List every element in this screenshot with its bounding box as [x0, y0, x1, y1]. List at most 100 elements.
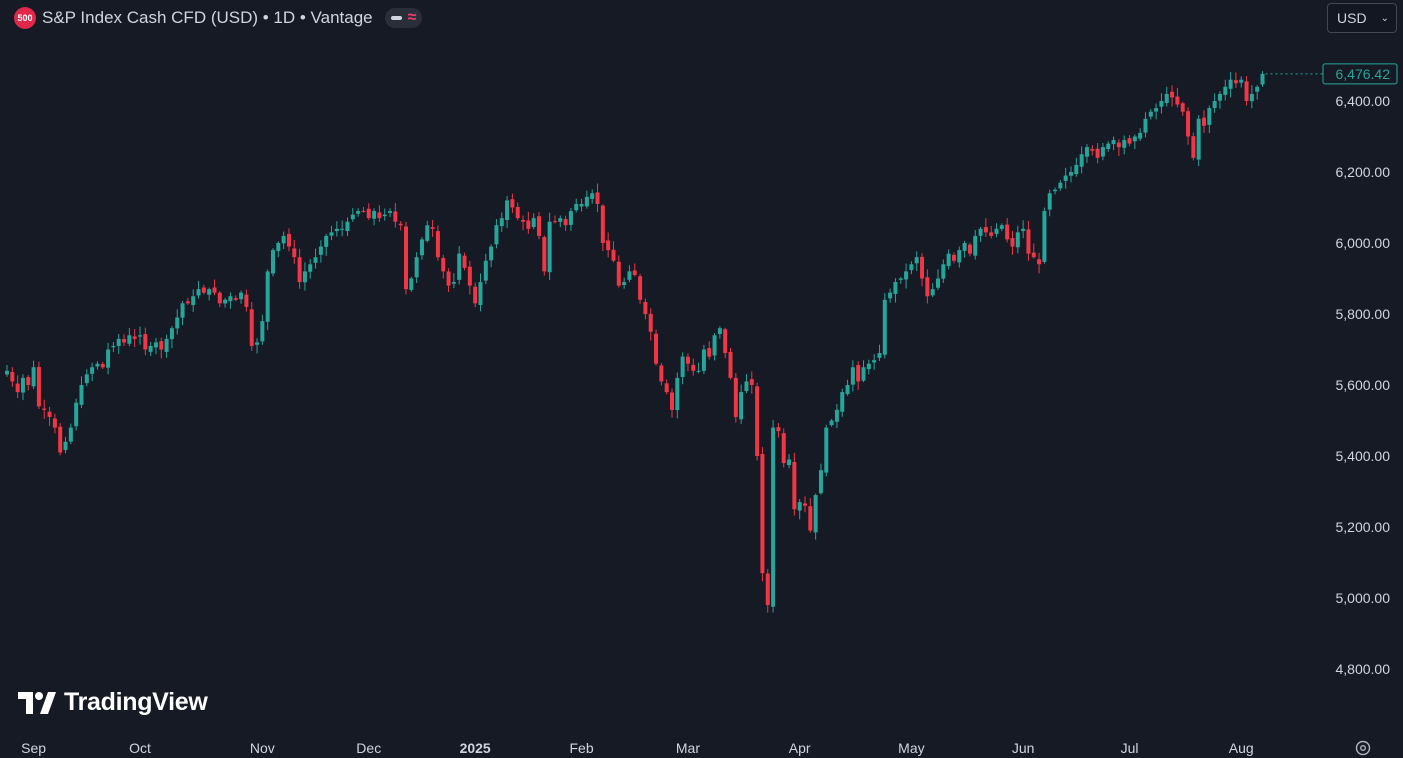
candle-body	[888, 292, 893, 299]
candle	[494, 219, 499, 249]
symbol-title[interactable]: S&P Index Cash CFD (USD) • 1D • Vantage	[42, 8, 373, 27]
candle-body	[68, 427, 73, 442]
candle-body	[1196, 118, 1201, 160]
candle	[760, 447, 765, 582]
candle-body	[632, 270, 637, 275]
candle	[691, 358, 696, 376]
time-tick-label: Mar	[676, 740, 700, 756]
candle-body	[914, 257, 919, 264]
symbol-legend[interactable]: 500 S&P Index Cash CFD (USD) • 1D • Vant…	[14, 6, 423, 30]
candle-body	[606, 240, 611, 251]
candle	[217, 290, 222, 307]
settings-icon[interactable]	[1354, 739, 1372, 757]
candle-body	[856, 365, 861, 382]
candle-body	[733, 377, 738, 417]
candle-body	[106, 349, 111, 368]
candle-body	[271, 250, 275, 274]
candle	[1090, 145, 1095, 156]
time-axis[interactable]: Sep Oct Nov Dec 2025 Feb Mar Apr May Jun Jul Aug	[21, 740, 1254, 756]
approx-wave-icon[interactable]: ≈	[407, 9, 417, 26]
candle	[276, 241, 281, 258]
candle	[574, 198, 579, 213]
candle	[1015, 225, 1020, 254]
candle-body	[983, 227, 988, 233]
candle-body	[356, 211, 361, 214]
candle	[1138, 128, 1143, 141]
candle	[489, 244, 494, 268]
candle-body	[824, 427, 829, 473]
candle	[1154, 103, 1159, 120]
candle	[1047, 189, 1052, 217]
last-price-label: 6,476.42	[1336, 66, 1391, 82]
candle-body	[755, 386, 760, 456]
candle	[281, 231, 286, 249]
candle-body	[1005, 224, 1010, 240]
candle	[1132, 134, 1137, 150]
candle-body	[1148, 111, 1153, 117]
candle	[632, 263, 637, 277]
candle	[467, 260, 472, 295]
candle-body	[717, 328, 722, 335]
candle-body	[1116, 142, 1121, 148]
candle	[499, 212, 504, 232]
candle	[787, 454, 792, 469]
candle-body	[813, 495, 818, 533]
candle-body	[478, 282, 483, 306]
candle-body	[978, 228, 983, 236]
candle	[409, 276, 414, 292]
candle	[116, 334, 121, 354]
candle	[185, 297, 190, 305]
candle-body	[425, 225, 430, 241]
candle	[723, 327, 728, 358]
candle	[1249, 85, 1254, 109]
candle-body	[419, 239, 424, 256]
candle	[749, 371, 754, 394]
candle-body	[1047, 193, 1052, 210]
candle-body	[473, 286, 478, 304]
candle	[531, 213, 536, 230]
candle	[771, 419, 776, 613]
candle-body	[1217, 93, 1222, 101]
candle	[909, 261, 914, 275]
last-price-tag	[1322, 63, 1398, 85]
candle-body	[239, 292, 244, 300]
candle-body	[1138, 132, 1143, 139]
candle	[1228, 72, 1233, 98]
candle-body	[542, 237, 547, 272]
candle-body	[20, 377, 25, 393]
currency-value: USD	[1337, 10, 1367, 26]
minus-icon[interactable]	[390, 16, 402, 20]
candle	[260, 314, 265, 345]
candle	[10, 367, 15, 387]
candle-body	[1207, 108, 1212, 125]
candle	[659, 362, 664, 386]
candle	[1079, 146, 1084, 174]
candle-body	[962, 243, 967, 251]
candle-body	[207, 289, 212, 295]
candle-body	[1042, 211, 1047, 262]
tradingview-logo[interactable]: TradingView	[18, 688, 208, 717]
candle	[882, 293, 887, 359]
candle-body	[84, 374, 89, 384]
candle	[861, 360, 866, 383]
candle-body	[850, 367, 855, 385]
candle-body	[893, 282, 898, 294]
candle-body	[989, 232, 994, 236]
indicator-toggle[interactable]: ≈	[384, 8, 423, 28]
time-tick-label: May	[898, 740, 924, 756]
candle	[606, 232, 611, 258]
candle-body	[175, 317, 180, 329]
candle-body	[957, 250, 962, 263]
candle	[233, 295, 238, 302]
candle	[904, 263, 909, 289]
candle	[1159, 93, 1164, 114]
candle	[95, 361, 100, 370]
candle	[324, 233, 329, 256]
candle-body	[302, 271, 307, 283]
currency-select[interactable]: USD ⌄	[1327, 3, 1397, 33]
candle	[1223, 79, 1228, 101]
candle	[451, 273, 456, 289]
price-axis[interactable]: 4,800.00 5,000.00 5,200.00 5,400.00 5,600.00…	[1336, 93, 1391, 677]
candle	[1042, 207, 1047, 264]
